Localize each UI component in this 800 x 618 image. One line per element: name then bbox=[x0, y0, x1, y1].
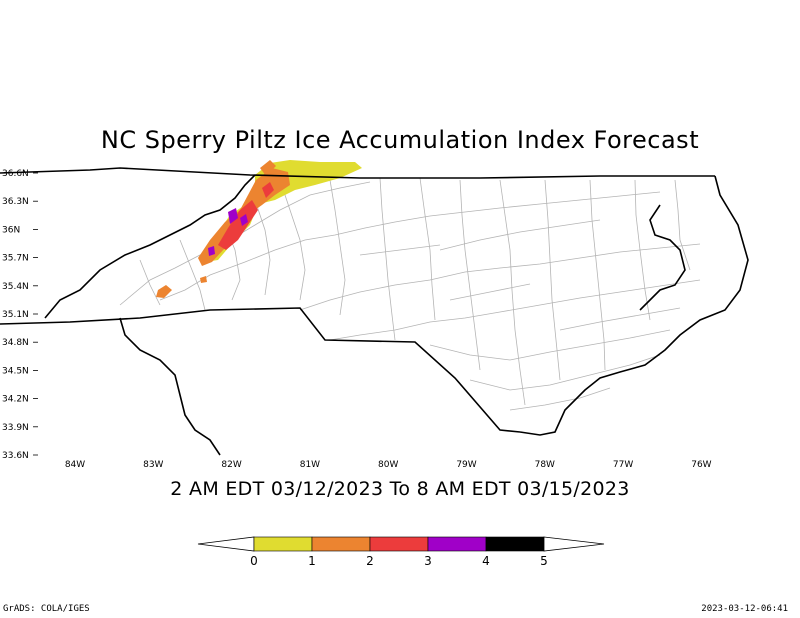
ice-zone-1-2-patch-b bbox=[156, 285, 172, 298]
virginia-border bbox=[0, 167, 715, 179]
ice-zone-3-4 bbox=[228, 208, 238, 224]
longitude-label: 81W bbox=[300, 460, 320, 470]
colorbar-tick-label: 5 bbox=[540, 554, 548, 568]
latitude-label: 34.5N bbox=[2, 366, 29, 376]
state-borders bbox=[0, 167, 749, 456]
tennessee-border bbox=[44, 174, 256, 319]
ice-zone-3-4-patch-b bbox=[240, 214, 248, 226]
software-credit: GrADS: COLA/IGES bbox=[3, 604, 90, 614]
latitude-label: 36.6N bbox=[2, 169, 29, 179]
latitude-label: 33.9N bbox=[2, 423, 29, 433]
colorbar-tick-label: 4 bbox=[482, 554, 490, 568]
colorbar-tick-label: 2 bbox=[366, 554, 374, 568]
colorbar-segment-0-1 bbox=[253, 536, 313, 552]
colorbar-tick-label: 1 bbox=[308, 554, 316, 568]
ice-zone-3-4-patch bbox=[208, 246, 215, 256]
colorbar-right-arrow bbox=[543, 536, 605, 552]
ice-accumulation-shading bbox=[156, 160, 362, 298]
longitude-axis: 84W 83W 82W 81W 80W 79W 78W 77W 76W bbox=[65, 460, 712, 470]
colorbar-segment-2-3 bbox=[369, 536, 429, 552]
colorbar-left-arrow bbox=[197, 536, 255, 552]
ice-zone-2-3-patch bbox=[262, 182, 274, 198]
ice-zone-2-3 bbox=[218, 200, 258, 250]
longitude-label: 76W bbox=[691, 460, 711, 470]
latitude-label: 35.7N bbox=[2, 254, 29, 264]
latitude-label: 36.3N bbox=[2, 197, 29, 207]
longitude-label: 77W bbox=[613, 460, 633, 470]
map-title: NC Sperry Piltz Ice Accumulation Index F… bbox=[100, 126, 700, 154]
latitude-label: 35.1N bbox=[2, 310, 29, 320]
latitude-label: 34.2N bbox=[2, 395, 29, 405]
latitude-label: 34.8N bbox=[2, 338, 29, 348]
south-carolina-border bbox=[0, 307, 521, 433]
latitude-label: 36N bbox=[2, 225, 20, 235]
ice-zone-1-2-patch-a bbox=[260, 160, 276, 176]
colorbar-segment-3-4 bbox=[427, 536, 487, 552]
pamlico-sound-shore bbox=[639, 204, 686, 311]
longitude-label: 80W bbox=[378, 460, 398, 470]
colorbar-segment-4-5 bbox=[485, 536, 545, 552]
longitude-label: 79W bbox=[456, 460, 476, 470]
latitude-label: 33.6N bbox=[2, 451, 29, 461]
georgia-border bbox=[119, 317, 221, 456]
plot-frame bbox=[38, 172, 718, 456]
colorbar-tick-label: 3 bbox=[424, 554, 432, 568]
longitude-label: 82W bbox=[221, 460, 241, 470]
nc-coastline bbox=[519, 175, 749, 436]
latitude-axis: 36.6N 36.3N 36N 35.7N 35.4N 35.1N 34.8N 34.5N 34… bbox=[2, 169, 38, 461]
ice-zone-1-2-patch-c bbox=[200, 276, 207, 283]
colorbar: 0 1 2 3 4 5 bbox=[197, 536, 605, 568]
longitude-label: 84W bbox=[65, 460, 85, 470]
colorbar-tick-label: 0 bbox=[250, 554, 258, 568]
latitude-label: 35.4N bbox=[2, 282, 29, 292]
longitude-label: 83W bbox=[143, 460, 163, 470]
colorbar-segment-1-2 bbox=[311, 536, 371, 552]
county-borders bbox=[119, 177, 701, 411]
longitude-label: 78W bbox=[535, 460, 555, 470]
valid-period: 2 AM EDT 03/12/2023 To 8 AM EDT 03/15/20… bbox=[170, 478, 630, 500]
generated-timestamp: 2023-03-12-06:41 bbox=[701, 604, 788, 614]
